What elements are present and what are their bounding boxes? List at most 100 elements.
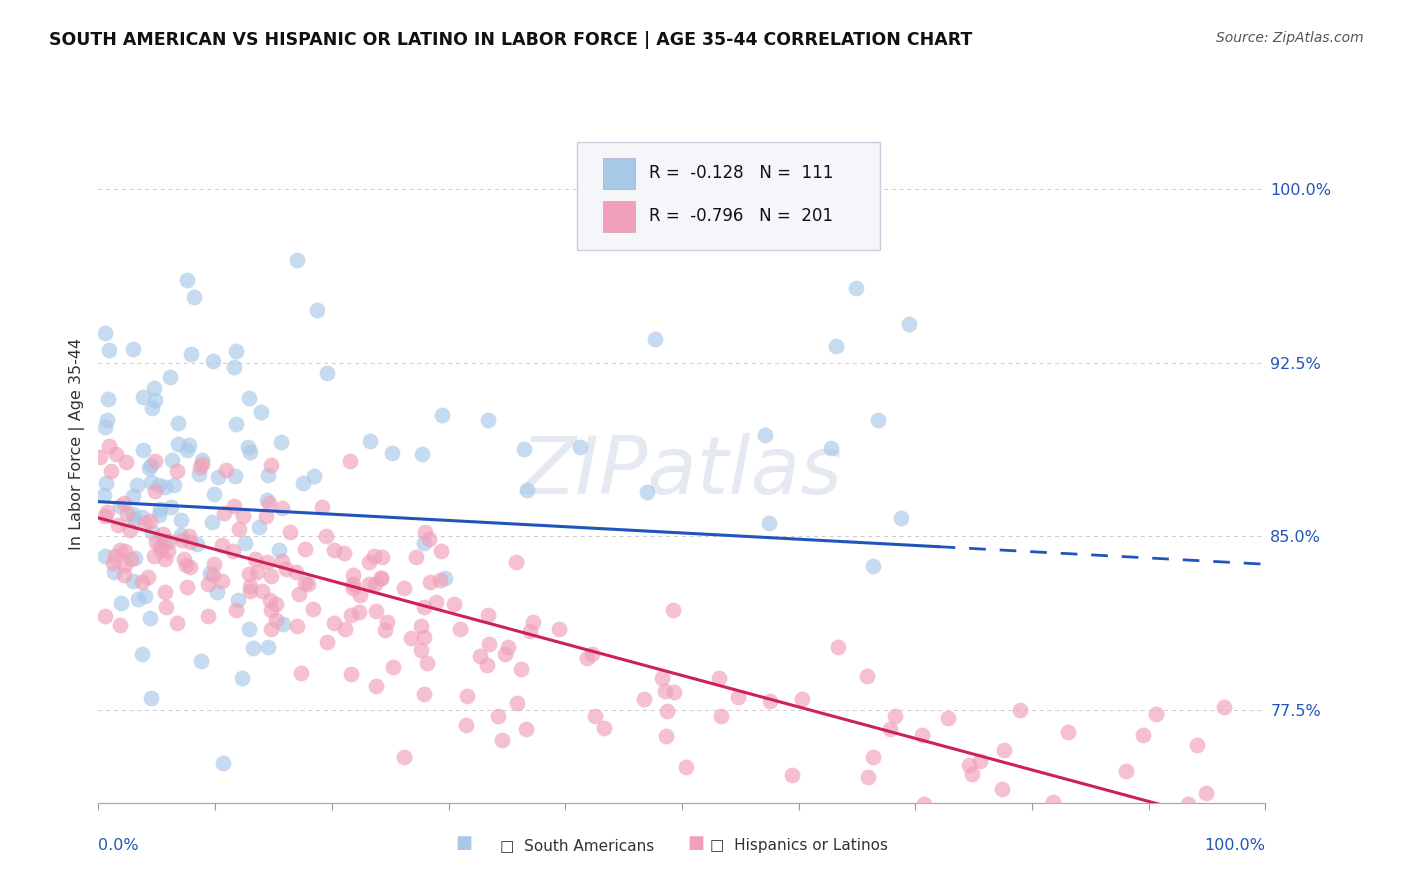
Point <box>222 360 245 375</box>
Point <box>124 550 146 565</box>
Point <box>449 622 471 636</box>
Point <box>271 554 294 568</box>
Point <box>1253 830 1275 845</box>
Point <box>1195 786 1218 800</box>
Point <box>162 453 184 467</box>
Point <box>267 542 290 557</box>
Point <box>197 576 219 591</box>
Point <box>224 469 246 483</box>
Point <box>103 566 125 580</box>
Point <box>505 696 527 710</box>
Point <box>108 499 131 513</box>
Point <box>274 561 297 575</box>
Point <box>256 640 278 655</box>
Point <box>780 768 803 782</box>
Point <box>201 567 224 582</box>
Point <box>243 552 266 566</box>
Text: □  South Americans: □ South Americans <box>499 838 654 854</box>
Point <box>1246 830 1268 845</box>
FancyBboxPatch shape <box>603 202 636 232</box>
Point <box>238 622 260 636</box>
Point <box>456 689 478 703</box>
Point <box>159 500 181 514</box>
Point <box>238 566 260 581</box>
Point <box>411 619 433 633</box>
Point <box>114 455 136 469</box>
Point <box>364 679 387 693</box>
Point <box>166 437 188 451</box>
Point <box>139 691 162 706</box>
Point <box>131 510 153 524</box>
Point <box>155 599 177 614</box>
Point <box>796 181 818 195</box>
Point <box>339 667 361 681</box>
Point <box>364 577 387 591</box>
Point <box>890 510 912 524</box>
Point <box>302 468 325 483</box>
Point <box>97 392 120 407</box>
Point <box>315 529 337 543</box>
Point <box>394 749 416 764</box>
Point <box>342 568 364 582</box>
Point <box>758 516 780 530</box>
Point <box>94 476 117 491</box>
Point <box>477 607 499 622</box>
Point <box>153 479 176 493</box>
Point <box>419 575 441 590</box>
Point <box>143 483 166 498</box>
Point <box>370 571 392 585</box>
Point <box>349 588 371 602</box>
Point <box>429 574 451 588</box>
Point <box>845 281 868 295</box>
Point <box>149 542 172 557</box>
Point <box>169 512 191 526</box>
Point <box>271 617 294 632</box>
Point <box>866 413 889 427</box>
Point <box>169 528 191 542</box>
Point <box>176 580 198 594</box>
Point <box>143 392 166 407</box>
Point <box>322 543 344 558</box>
Point <box>413 525 436 540</box>
Point <box>94 549 117 563</box>
Text: ■: ■ <box>688 834 704 852</box>
Point <box>166 615 188 630</box>
Point <box>190 654 212 668</box>
Point <box>430 409 453 423</box>
Point <box>259 593 281 607</box>
Point <box>824 339 846 353</box>
Point <box>177 529 200 543</box>
Point <box>139 611 162 625</box>
Point <box>370 571 392 585</box>
Point <box>141 458 163 472</box>
Point <box>516 483 538 497</box>
Point <box>211 574 233 588</box>
Point <box>496 640 519 654</box>
Point <box>491 732 513 747</box>
Point <box>592 721 614 735</box>
Point <box>120 551 142 566</box>
Point <box>285 619 308 633</box>
Point <box>912 797 935 811</box>
Point <box>110 543 132 558</box>
Point <box>366 604 388 618</box>
Point <box>1144 707 1167 722</box>
Point <box>710 708 733 723</box>
Point <box>155 535 177 549</box>
Point <box>166 464 188 478</box>
Point <box>97 439 120 453</box>
Point <box>238 391 260 405</box>
Point <box>382 660 405 674</box>
Point <box>143 381 166 395</box>
Point <box>191 458 214 472</box>
Point <box>127 592 149 607</box>
Point <box>936 711 959 725</box>
Point <box>418 533 440 547</box>
Point <box>655 729 678 743</box>
Point <box>231 671 253 685</box>
Point <box>170 533 193 548</box>
Point <box>347 605 370 619</box>
Point <box>291 476 314 491</box>
Point <box>174 558 197 573</box>
Point <box>1185 738 1208 752</box>
